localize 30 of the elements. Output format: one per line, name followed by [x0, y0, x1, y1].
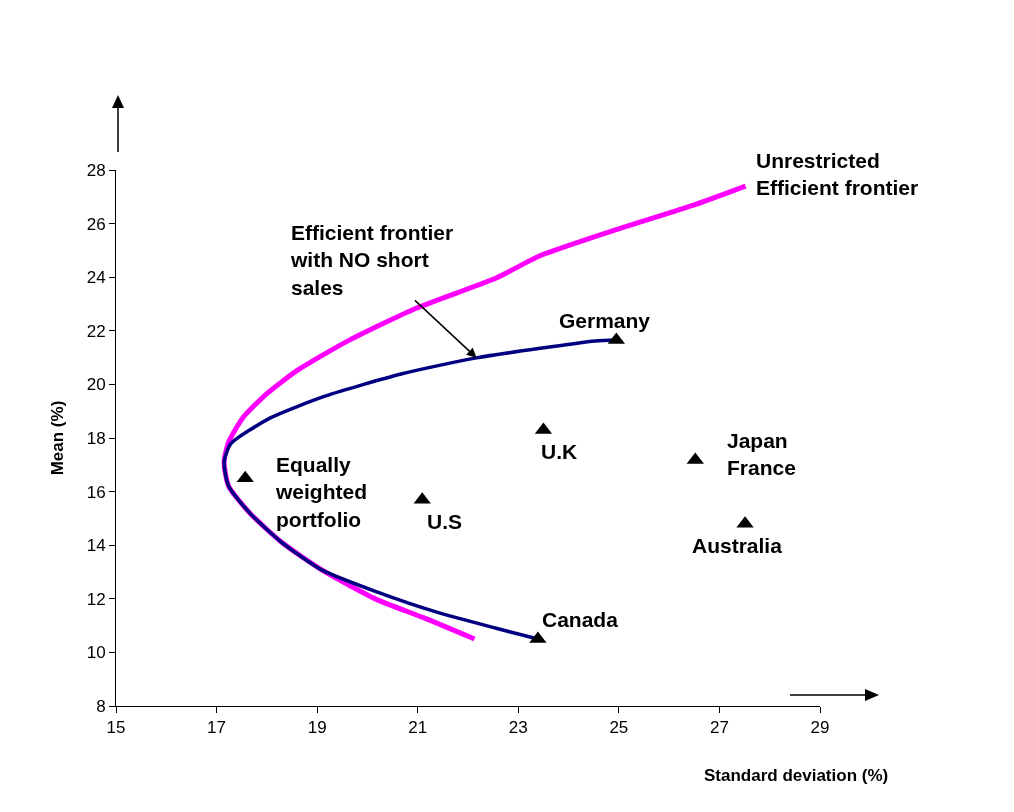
y-tick-label: 8: [96, 696, 106, 716]
x-tick-label: 19: [307, 718, 327, 738]
annotation: Germany: [559, 309, 651, 332]
x-tick-label: 21: [408, 718, 428, 738]
y-tick-label: 12: [86, 589, 106, 609]
annotation: U.K: [541, 440, 578, 463]
annotation: Unrestricted Efficient frontier: [756, 149, 919, 200]
y-tick-label: 22: [86, 321, 106, 341]
y-tick-label: 28: [86, 160, 106, 180]
y-tick-label: 26: [86, 214, 106, 234]
x-tick-label: 27: [709, 718, 729, 738]
y-tick-label: 10: [86, 643, 106, 663]
annotation: Australia: [692, 534, 783, 557]
annotation: Canada: [542, 608, 619, 631]
annotation: U.S: [427, 510, 463, 533]
annotation: Equally weighted portfolio: [275, 453, 368, 531]
y-tick-label: 14: [86, 536, 106, 556]
annotation: Efficient frontier with NO short sales: [290, 221, 454, 299]
x-tick-label: 23: [508, 718, 528, 738]
x-tick-label: 29: [810, 718, 830, 738]
x-axis-title: Standard deviation (%): [704, 766, 889, 785]
y-tick-label: 18: [86, 428, 106, 448]
y-tick-label: 16: [86, 482, 106, 502]
x-tick-label: 25: [609, 718, 629, 738]
x-tick-label: 17: [207, 718, 227, 738]
y-tick-label: 20: [86, 375, 106, 395]
annotation: Japan France: [727, 429, 796, 480]
y-tick-label: 24: [86, 268, 106, 288]
x-tick-label: 15: [106, 718, 126, 738]
y-axis-title: Mean (%): [48, 400, 68, 476]
